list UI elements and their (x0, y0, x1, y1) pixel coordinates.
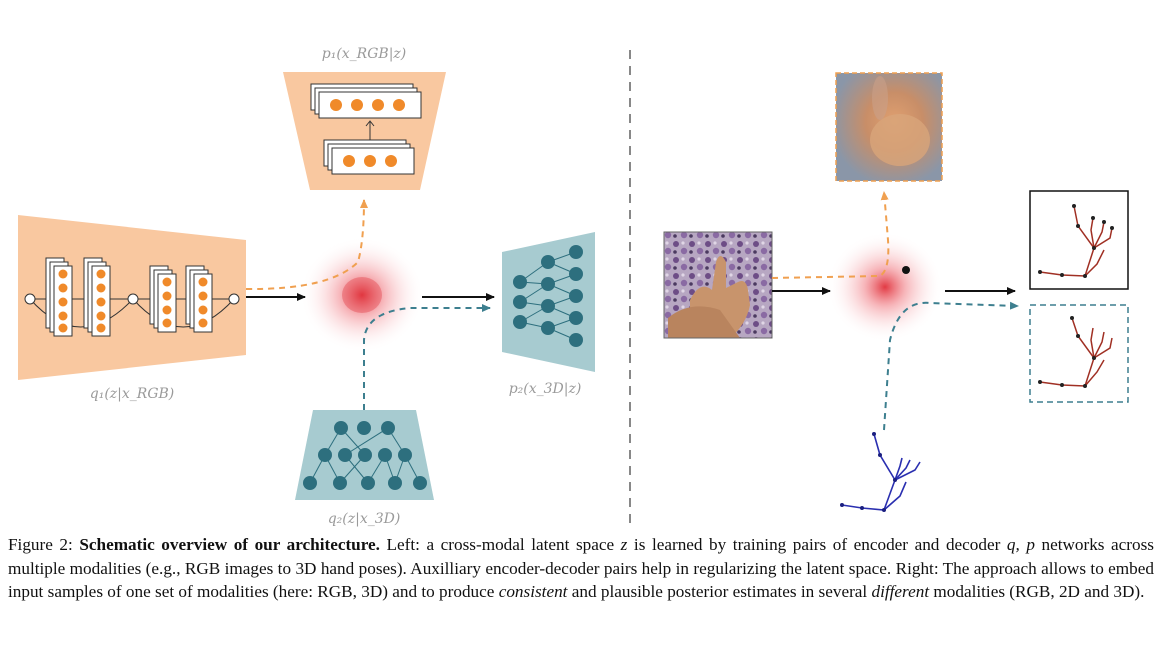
2d-pose-skeleton (1029, 190, 1129, 290)
caption-qp: q, p (1006, 535, 1035, 554)
3d-encoder-trapezoid (295, 410, 434, 500)
caption-consistent: consistent (498, 582, 568, 601)
caption-text-2: is learned by training pairs of encoder … (627, 535, 1007, 554)
caption-z: z (620, 535, 628, 554)
p1-label: p₁(x_RGB|z) (322, 46, 407, 62)
q1-label: q₁(z|x_RGB) (90, 386, 175, 402)
3d-input-skeleton (840, 432, 921, 512)
caption-title: Schematic overview of our architecture. (79, 535, 380, 554)
caption-different: different (871, 582, 930, 601)
3d-pose-skeleton (1029, 304, 1129, 403)
latent-space-cloud-right (827, 232, 943, 342)
architecture-figure: p₁(x_RGB|z) q₁(z|x_RGB) p₂(x_3D|z) (18, 46, 1129, 527)
3d-decoder-trapezoid (502, 232, 595, 372)
3d-to-latent-arrow (883, 301, 1019, 431)
figure-caption: Figure 2: Schematic overview of our arch… (8, 533, 1154, 604)
3d-path-arrow (363, 304, 491, 410)
caption-text-4: and plausible posterior estimates in sev… (567, 582, 872, 601)
caption-text-3: networks across multiple modalities (e.g… (8, 535, 1154, 601)
caption-text-1: Left: a cross-modal latent space (379, 535, 621, 554)
hand-photo (663, 231, 773, 339)
blurry-reconstruction (835, 72, 943, 182)
rgb-decoder-trapezoid (283, 72, 446, 190)
rgb-path-arrow (245, 199, 368, 291)
rgb-encoder-trapezoid (18, 215, 246, 380)
q2-label: q₂(z|x_3D) (328, 511, 401, 527)
p2-label: p₂(x_3D|z) (509, 381, 582, 397)
caption-prefix: Figure 2: (8, 535, 80, 554)
caption-text-5: modalities (RGB, 2D and 3D). (929, 582, 1145, 601)
latent-space-cloud (300, 237, 424, 353)
photo-to-rgb-arrow (771, 191, 890, 279)
